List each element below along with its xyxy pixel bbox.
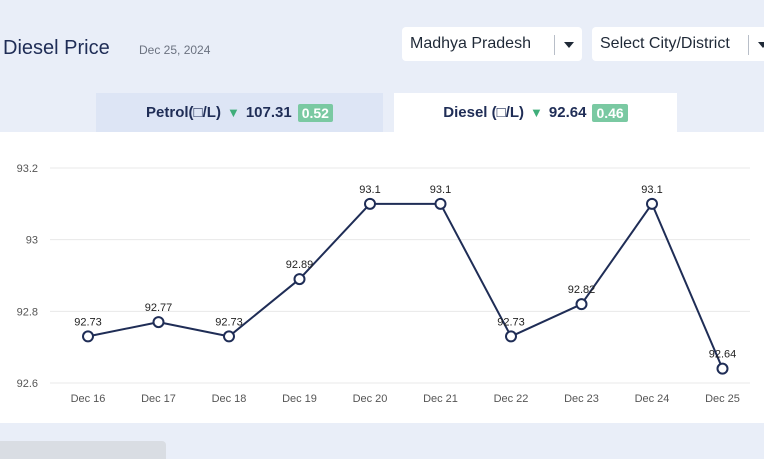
- data-point: [575, 298, 588, 311]
- x-tick-label: Dec 19: [282, 393, 317, 405]
- data-label: 92.73: [74, 316, 102, 328]
- data-label: 92.77: [145, 302, 173, 314]
- tab-diesel-change: 0.46: [592, 103, 628, 122]
- data-label: 92.64: [709, 349, 737, 361]
- state-select-value: Madhya Pradesh: [410, 35, 531, 52]
- data-point: [505, 330, 517, 343]
- city-select[interactable]: Select City/District: [592, 27, 764, 61]
- data-point: [82, 330, 94, 343]
- diesel-price-chart: 93.2 93 92.8 92.6 Dec 16 Dec 17 Dec 18 Dec 19 De…: [17, 163, 750, 405]
- tab-diesel-label: Diesel (□/L): [443, 104, 525, 121]
- down-arrow-icon: ▼: [530, 105, 543, 120]
- tab-petrol-label: Petrol(□/L): [146, 104, 221, 121]
- x-tick-label: Dec 23: [564, 393, 599, 405]
- y-tick-label: 92.8: [17, 306, 38, 318]
- data-label: 92.73: [215, 316, 243, 328]
- x-tick-label: Dec 20: [353, 393, 388, 405]
- data-point: [364, 197, 376, 210]
- chevron-down-icon[interactable]: [758, 42, 764, 48]
- data-label: 92.82: [568, 284, 596, 296]
- y-tick-label: 92.6: [17, 378, 38, 390]
- x-tick-label: Dec 22: [494, 393, 529, 405]
- data-label: 93.1: [641, 184, 662, 196]
- x-tick-label: Dec 18: [212, 393, 247, 405]
- x-tick-label: Dec 25: [705, 393, 740, 405]
- data-point: [152, 316, 165, 329]
- data-point: [434, 197, 447, 210]
- y-tick-label: 93.2: [17, 163, 38, 175]
- tab-petrol[interactable]: Petrol(□/L) ▼ 107.31 0.52: [96, 93, 383, 132]
- series-line: [87, 202, 724, 370]
- bottom-tab[interactable]: [0, 441, 166, 459]
- data-point: [293, 273, 306, 286]
- tab-diesel-price: 92.64: [548, 104, 587, 121]
- x-tick-label: Dec 24: [635, 393, 670, 405]
- chart-panel: [0, 132, 764, 423]
- x-tick-label: Dec 21: [423, 393, 458, 405]
- x-tick-label: Dec 17: [141, 393, 176, 405]
- page-title: Diesel Price: [3, 37, 110, 59]
- data-point: [646, 197, 658, 210]
- data-point: [716, 362, 729, 375]
- select-divider: [748, 35, 749, 55]
- select-divider: [554, 35, 555, 55]
- down-arrow-icon: ▼: [226, 105, 240, 120]
- page-date: Dec 25, 2024: [139, 43, 211, 57]
- tab-diesel[interactable]: Diesel (□/L) ▼ 92.64 0.46: [394, 93, 677, 132]
- data-point: [223, 330, 235, 343]
- state-select[interactable]: Madhya Pradesh: [402, 27, 582, 61]
- data-label: 93.1: [430, 184, 451, 196]
- x-tick-label: Dec 16: [71, 393, 106, 405]
- data-label: 92.89: [286, 259, 314, 271]
- city-select-value: Select City/District: [600, 35, 730, 52]
- data-label: 93.1: [359, 184, 380, 196]
- y-tick-label: 93: [26, 235, 38, 247]
- tab-petrol-change: 0.52: [297, 103, 333, 122]
- header: Diesel Price Dec 25, 2024 Madhya Pradesh…: [0, 0, 764, 92]
- tab-petrol-price: 107.31: [245, 104, 292, 121]
- chevron-down-icon[interactable]: [564, 42, 574, 48]
- data-label: 92.73: [497, 316, 525, 328]
